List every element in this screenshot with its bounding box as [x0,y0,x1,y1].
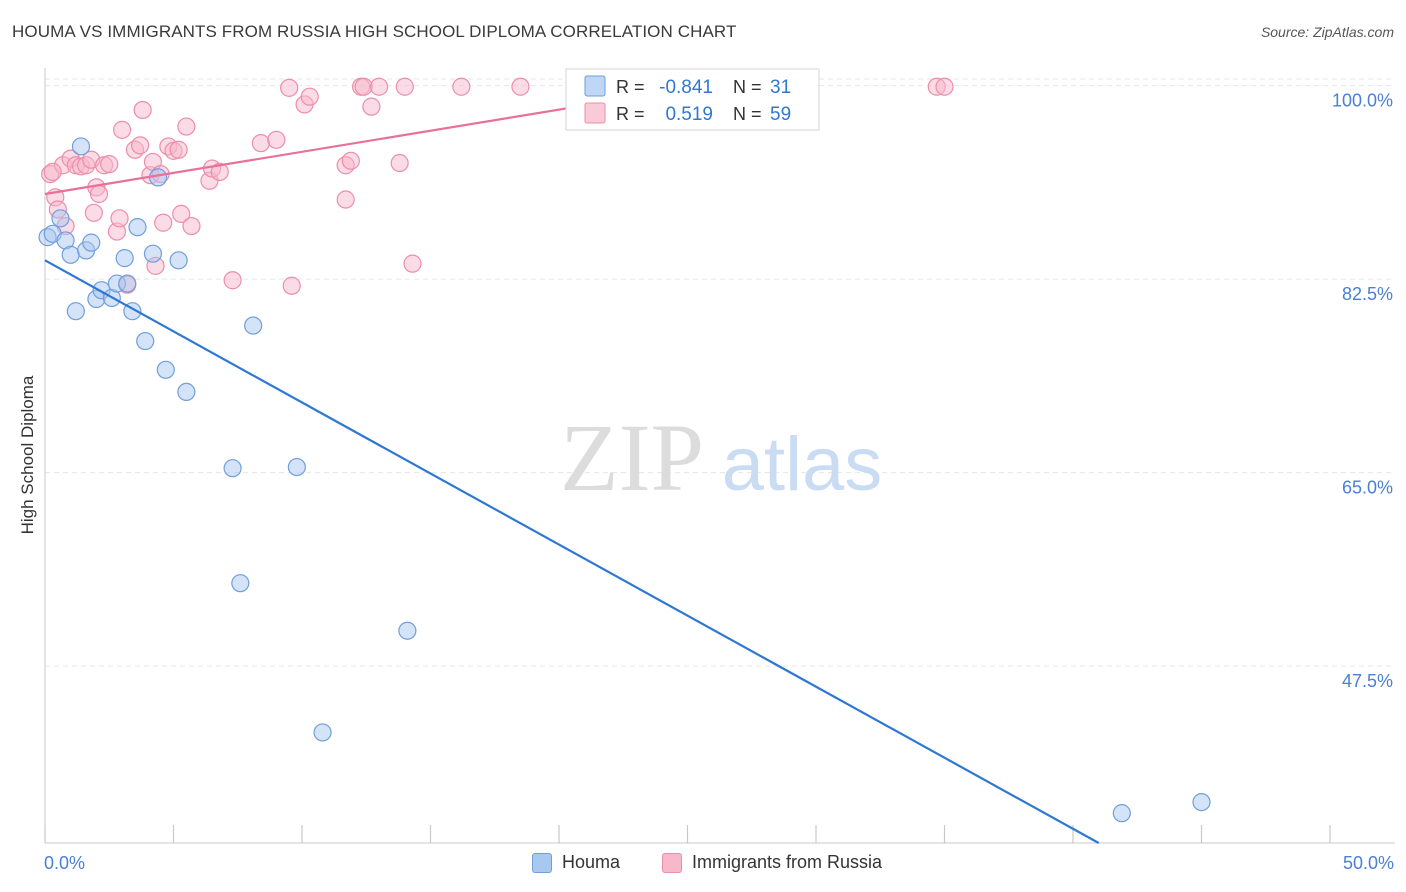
data-point [231,574,250,593]
russia-series [41,77,954,295]
stats-n-value: 59 [770,104,791,125]
chart-title: HOUMA VS IMMIGRANTS FROM RUSSIA HIGH SCH… [12,22,737,41]
data-point [43,162,62,181]
data-point [300,87,319,106]
data-point [223,459,242,478]
data-point [177,117,196,136]
y-tick-label: 65.0% [1342,478,1393,498]
data-point [313,723,332,742]
data-point [511,77,530,96]
watermark-zip: ZIP [560,404,704,511]
watermark-atlas: atlas [722,422,883,507]
data-point [935,77,954,96]
data-point [282,276,301,295]
stats-r-label: R = [616,77,645,97]
data-point [362,97,381,116]
data-point [182,216,201,236]
data-point [390,153,409,173]
data-point [130,136,150,155]
source-label: Source: ZipAtlas.com [1260,24,1394,40]
houma-swatch [532,852,552,873]
data-point [403,254,422,273]
houma-series [38,137,1211,823]
legend-label-russia: Immigrants from Russia [692,852,883,872]
legend-label-houma: Houma [562,852,621,872]
data-point [452,77,471,96]
stats-legend: R = -0.841 N = 31 R = 0.519 N = 59 [565,68,820,131]
data-point [172,204,191,223]
data-point [154,213,173,232]
data-point [177,382,196,402]
y-tick-label: 100.0% [1332,91,1393,111]
data-point [51,209,70,228]
y-tick-label: 82.5% [1342,284,1393,304]
data-point [66,302,85,321]
data-point [110,209,129,228]
data-point [112,120,132,139]
data-point [280,78,299,97]
data-point [287,457,306,477]
legend-item-russia[interactable]: Immigrants from Russia [662,852,882,873]
data-point [354,77,373,96]
data-point [61,245,80,264]
data-point [223,271,242,290]
bottom-legend: Houma Immigrants from Russia [0,852,1406,878]
data-point [267,130,286,149]
stats-r-label: R = [616,104,645,124]
data-point [128,218,147,237]
stats-n-label: N = [733,104,762,124]
x-tick-label: 50.0% [1343,853,1394,873]
watermark: ZIP atlas [560,404,882,511]
data-point [82,233,101,252]
data-point [71,137,91,156]
stats-legend-swatch [584,75,606,97]
stats-n-value: 31 [770,77,791,98]
data-point [395,77,414,96]
data-point [133,100,152,120]
data-point [341,151,360,170]
data-point [251,134,270,153]
data-point [118,274,137,293]
stats-legend-box [565,68,820,131]
y-tick-labels: 47.5% 65.0% 82.5% 100.0% [1332,91,1393,691]
data-point [1192,792,1211,812]
stats-r-value: 0.519 [665,104,713,125]
data-point [1112,804,1131,823]
data-point [156,360,175,379]
houma-trend-line [44,259,1100,844]
y-tick-label: 47.5% [1342,671,1393,691]
data-point [210,162,229,181]
data-point [136,331,155,351]
data-point [336,190,355,209]
x-tick-labels: 0.0% 50.0% [44,853,1394,873]
x-tick-label: 0.0% [44,853,85,873]
data-point [244,316,263,335]
data-point [84,203,103,222]
russia-swatch [662,852,682,873]
stats-n-label: N = [733,77,762,97]
data-point [370,77,389,96]
stats-legend-swatch [584,102,606,124]
data-point [169,251,188,270]
data-point [169,140,188,159]
data-point [398,621,417,640]
data-point [143,244,163,263]
data-point [100,155,119,174]
data-point [89,184,109,204]
stats-r-value: -0.841 [659,77,713,98]
data-point [115,249,134,268]
axes [44,68,1395,844]
legend-item-houma[interactable]: Houma [532,852,620,873]
